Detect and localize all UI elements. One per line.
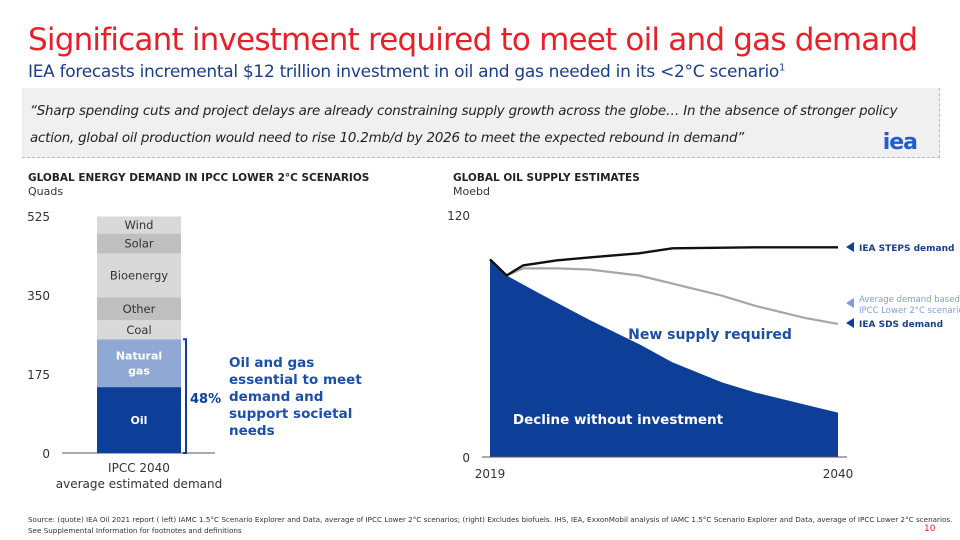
bracket: [183, 338, 187, 454]
x-category-label: IPCC 2040: [108, 461, 170, 475]
x-category-label: average estimated demand: [56, 477, 222, 491]
subtitle-text: IEA forecasts incremental $12 trillion i…: [28, 62, 779, 82]
bar-segment-bioenergy: [97, 253, 181, 298]
page-title: Significant investment required to meet …: [28, 22, 918, 58]
legend-marker-sds: [846, 318, 854, 328]
left-chart-title: GLOBAL ENERGY DEMAND IN IPCC LOWER 2°C S…: [28, 172, 370, 184]
bar-segment-coal: [97, 320, 181, 340]
annotation-line: demand and: [229, 389, 323, 405]
segment-label: Oil: [131, 414, 148, 427]
bar-segment-other: [97, 297, 181, 321]
bar-segment-wind: [97, 216, 181, 234]
quote-text: “Sharp spending cuts and project delays …: [30, 104, 898, 146]
bar-segment-oil: [97, 387, 181, 453]
segment-label: Natural: [116, 350, 162, 363]
right-chart-unit: Moebd: [453, 185, 490, 198]
new-supply-label: New supply required: [628, 327, 792, 343]
legend-steps: IEA STEPS demand: [859, 244, 954, 254]
legend-marker-ipcc: [846, 298, 854, 308]
iea-logo: iea: [882, 130, 918, 155]
segment-label: Solar: [124, 237, 154, 251]
legend-ipcc-line2: IPCC Lower 2°C scenarios: [859, 306, 960, 316]
footnote-ref: 1: [779, 62, 786, 74]
y-tick-label: 175: [27, 368, 50, 382]
decline-area: [490, 259, 838, 457]
quote-box: “Sharp spending cuts and project delays …: [22, 88, 940, 158]
y-tick-label: 525: [27, 210, 50, 224]
annotation-line: needs: [229, 423, 275, 439]
right-chart-title: GLOBAL OIL SUPPLY ESTIMATES: [453, 172, 640, 184]
decline-label: Decline without investment: [513, 412, 724, 428]
x-tick-label: 2040: [823, 467, 854, 481]
y-tick-label: 0: [462, 451, 470, 465]
sds-demand-line: [489, 258, 839, 325]
segment-label: Wind: [125, 218, 154, 232]
page-subtitle: IEA forecasts incremental $12 trillion i…: [28, 62, 785, 82]
legend-marker-steps: [846, 242, 854, 252]
annotation-line: support societal: [229, 406, 352, 422]
annotation-line: essential to meet: [229, 372, 362, 388]
segment-label: Other: [123, 302, 156, 316]
x-tick-label: 2019: [475, 467, 506, 481]
legend-sds: IEA SDS demand: [859, 320, 943, 330]
page-number: 10: [924, 524, 936, 534]
bar-segment-solar: [97, 233, 181, 254]
y-tick-label: 350: [27, 289, 50, 303]
segment-label: Bioenergy: [110, 268, 168, 282]
segment-label: Coal: [126, 323, 151, 337]
footer: Source: (quote) IEA Oil 2021 report ( le…: [28, 514, 952, 536]
y-tick-label: 120: [447, 209, 470, 223]
segment-label: gas: [128, 365, 150, 378]
percent-label: 48%: [190, 392, 221, 407]
source-note: Source: (quote) IEA Oil 2021 report ( le…: [28, 515, 953, 524]
annotation-line: Oil and gas: [229, 355, 314, 371]
steps-demand-line: [489, 246, 838, 278]
left-chart-unit: Quads: [28, 185, 64, 198]
legend-ipcc-line1: Average demand based on: [859, 295, 960, 305]
bar-segment-natural-gas: [97, 339, 181, 388]
y-tick-label: 0: [42, 447, 50, 461]
supplemental-note: See Supplemental Information for footnot…: [28, 526, 242, 535]
